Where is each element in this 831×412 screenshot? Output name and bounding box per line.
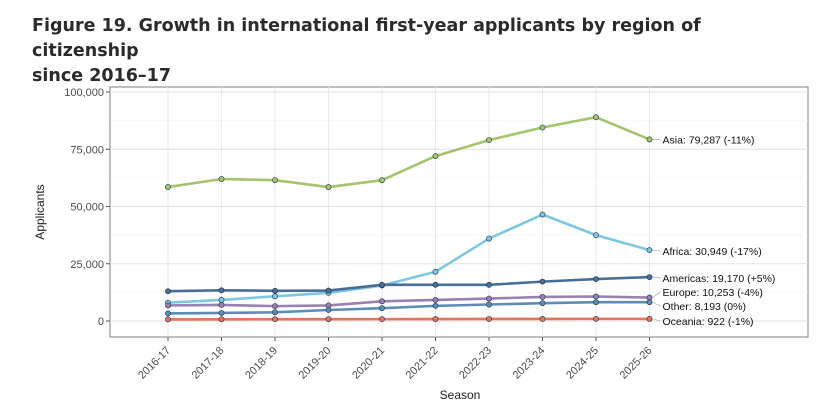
data-point-americas (218, 287, 225, 294)
data-point-europe (272, 303, 278, 310)
series-line-europe (166, 295, 651, 308)
data-point-africa (486, 235, 492, 242)
data-point-asia (432, 153, 439, 160)
data-point-oceania (432, 316, 439, 322)
data-point-americas (646, 274, 653, 281)
data-point-oceania (165, 316, 171, 323)
data-point-asia (325, 184, 332, 190)
series-line-other (166, 300, 651, 315)
end-label-leader (652, 291, 661, 298)
data-point-oceania (272, 316, 278, 323)
x-tick-label: 2021-22 (404, 345, 441, 382)
x-tick-label: 2019-20 (297, 345, 334, 382)
series-other (165, 299, 653, 317)
figure-title-line-1: Figure 19. Growth in international first… (32, 16, 701, 61)
series-asia (165, 114, 653, 190)
y-axis-title: Applicants (33, 184, 47, 239)
data-point-asia (272, 177, 278, 184)
y-tick-label: 25,000 (70, 259, 104, 271)
series-line-asia (166, 115, 651, 189)
data-point-asia (593, 114, 599, 121)
end-label-leader (652, 318, 661, 322)
end-label-leader (652, 249, 661, 252)
data-point-other (486, 301, 492, 308)
data-point-other (379, 305, 385, 312)
data-point-europe (593, 293, 599, 300)
data-point-africa (539, 211, 546, 218)
x-tick-label: 2018-19 (243, 345, 280, 382)
data-point-other (432, 302, 439, 309)
data-point-other (325, 307, 332, 313)
y-tick-label: 100,000 (64, 87, 104, 99)
x-tick-label: 2022-23 (457, 345, 494, 382)
data-point-other (165, 310, 171, 317)
data-point-africa (593, 232, 599, 239)
data-point-other (593, 299, 599, 306)
data-point-europe (486, 295, 492, 302)
data-point-asia (539, 124, 546, 131)
series-end-label-other: Other: 8,193 (0%) (663, 301, 746, 313)
series-americas (165, 274, 653, 295)
data-point-asia (218, 176, 225, 182)
series-europe (165, 293, 653, 310)
series-line-africa (166, 213, 651, 304)
data-point-africa (218, 297, 225, 303)
y-tick-label: 0 (98, 316, 104, 328)
series-end-label-oceania: Oceania: 922 (-1%) (663, 316, 754, 328)
x-tick-label: 2024-25 (564, 345, 601, 382)
data-point-oceania (218, 316, 225, 323)
data-point-oceania (325, 316, 332, 323)
data-point-europe (539, 294, 546, 300)
data-point-americas (165, 288, 171, 295)
data-point-americas (539, 278, 546, 285)
data-point-americas (272, 287, 278, 294)
data-point-oceania (593, 315, 599, 322)
series-end-label-africa: Africa: 30,949 (-17%) (663, 246, 762, 258)
series-end-label-asia: Asia: 79,287 (-11%) (663, 134, 755, 146)
series-line-americas (166, 275, 651, 293)
data-point-asia (379, 177, 385, 184)
data-point-europe (432, 297, 439, 303)
x-axis-title: Season (440, 388, 481, 402)
data-point-africa (646, 247, 653, 254)
data-point-oceania (539, 316, 546, 322)
series-end-label-europe: Europe: 10,253 (-4%) (663, 287, 763, 299)
x-tick-label: 2023-24 (511, 345, 548, 382)
data-point-africa (432, 268, 439, 275)
x-tick-label: 2020-21 (350, 345, 387, 382)
data-point-oceania (486, 316, 492, 322)
end-label-leader (652, 276, 661, 279)
x-tick-label: 2016-17 (136, 345, 173, 382)
data-point-other (272, 309, 278, 316)
figure-title-line-2: since 2016–17 (32, 66, 172, 86)
series-end-label-americas: Americas: 19,170 (+5%) (663, 273, 776, 285)
data-point-oceania (646, 315, 653, 322)
data-point-asia (165, 184, 171, 190)
data-point-americas (432, 281, 439, 288)
data-point-americas (325, 287, 332, 294)
end-label-leader (652, 301, 661, 307)
series-oceania (165, 315, 653, 323)
data-point-africa (272, 293, 278, 300)
data-point-asia (486, 137, 492, 143)
x-tick-label: 2025-26 (618, 345, 655, 382)
series-line-oceania (166, 317, 651, 321)
y-tick-label: 50,000 (70, 202, 104, 214)
data-point-europe (165, 302, 171, 309)
data-point-oceania (379, 316, 385, 323)
figure-title-block: Figure 19. Growth in international first… (32, 14, 812, 89)
x-tick-label: 2017-18 (190, 345, 227, 382)
plot-area (109, 86, 809, 338)
data-point-americas (593, 276, 599, 282)
data-point-other (539, 300, 546, 307)
data-point-other (218, 310, 225, 316)
data-point-asia (646, 136, 653, 143)
data-point-other (646, 299, 653, 306)
data-point-americas (486, 281, 492, 288)
y-tick-label: 75,000 (70, 144, 104, 156)
data-point-europe (379, 298, 385, 305)
data-point-americas (379, 281, 385, 288)
data-point-europe (218, 302, 225, 308)
